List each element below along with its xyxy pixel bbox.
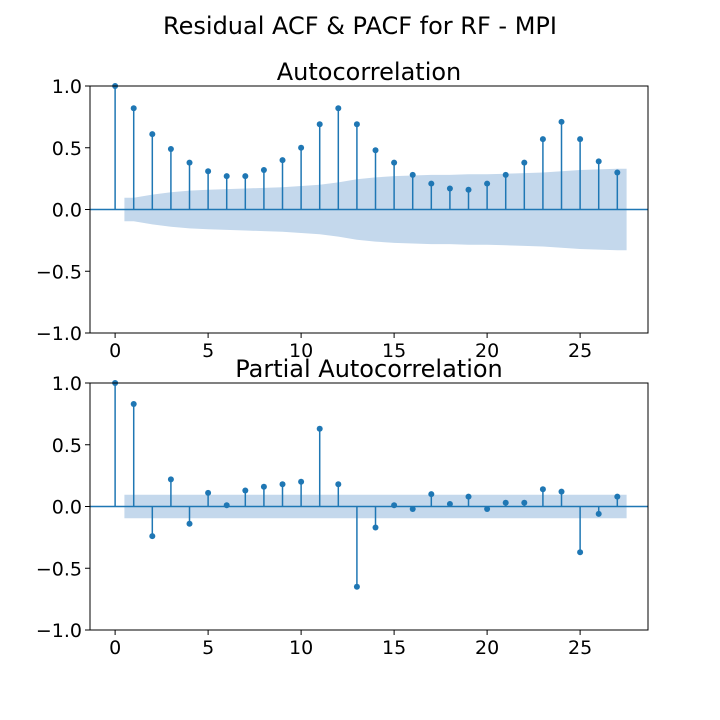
acf-point-lag-23: [539, 136, 546, 143]
acf-point-lag-4: [186, 159, 193, 166]
pacf-point-lag-14: [372, 524, 379, 531]
pacf-ytick-label: −0.5: [36, 558, 82, 580]
acf-point-lag-16: [409, 171, 416, 178]
pacf-point-lag-6: [223, 502, 230, 509]
pacf-point-lag-17: [428, 491, 435, 498]
acf-point-lag-9: [279, 157, 286, 164]
pacf-point-lag-8: [260, 483, 267, 490]
acf-xtick-label: 25: [568, 340, 592, 362]
pacf-point-lag-18: [446, 501, 453, 508]
pacf-point-lag-10: [298, 478, 305, 485]
pacf-point-lag-9: [279, 481, 286, 488]
acf-point-lag-13: [353, 121, 360, 128]
pacf-ytick-label: 1.0: [52, 373, 82, 395]
pacf-point-lag-2: [149, 533, 156, 540]
acf-xtick-label: 15: [382, 340, 406, 362]
acf-point-lag-7: [242, 173, 249, 180]
pacf-panel: 0 5 10 15 20 25 1.0 0.5 0.0 −0.5 −1.0 Partial Autoc…: [36, 355, 649, 659]
pacf-xtick-label: 20: [475, 637, 499, 659]
pacf-point-lag-20: [484, 505, 491, 512]
acf-ytick-label: 0.0: [52, 200, 82, 222]
pacf-point-lag-26: [595, 510, 602, 517]
pacf-xtick-label: 10: [289, 637, 313, 659]
figure-suptitle: Residual ACF & PACF for RF - MPI: [163, 12, 557, 40]
pacf-point-lag-23: [539, 486, 546, 493]
acf-point-lag-15: [391, 159, 398, 166]
acf-point-lag-17: [428, 180, 435, 187]
acf-point-lag-21: [502, 171, 509, 178]
acf-point-lag-18: [446, 185, 453, 192]
pacf-point-lag-21: [502, 499, 509, 506]
acf-ytick-label: 1.0: [52, 76, 82, 98]
pacf-point-lag-12: [335, 481, 342, 488]
acf-panel: 0 5 10 15 20 25 1.0 0.5 0.0 −0.5 −1.0 Autocorrelati…: [36, 58, 649, 362]
pacf-point-lag-25: [577, 549, 584, 556]
pacf-xtick-label: 5: [202, 637, 214, 659]
pacf-point-lag-19: [465, 493, 472, 500]
acf-ytick-label: −0.5: [36, 261, 82, 283]
pacf-point-lag-24: [558, 488, 565, 495]
acf-point-lag-25: [577, 136, 584, 143]
acf-xtick-label: 0: [109, 340, 121, 362]
acf-xtick-label: 10: [289, 340, 313, 362]
acf-point-lag-19: [465, 186, 472, 193]
acf-xtick-label: 20: [475, 340, 499, 362]
acf-point-lag-24: [558, 118, 565, 125]
pacf-point-lag-22: [521, 499, 528, 506]
pacf-xtick-label: 15: [382, 637, 406, 659]
acf-ytick-label: −1.0: [36, 323, 82, 345]
pacf-point-lag-15: [391, 502, 398, 509]
acf-point-lag-1: [130, 105, 137, 112]
pacf-ytick-label: 0.0: [52, 497, 82, 519]
acf-point-lag-22: [521, 159, 528, 166]
acf-point-lag-8: [260, 166, 267, 173]
pacf-point-lag-16: [409, 505, 416, 512]
acf-ytick-label: 0.5: [52, 138, 82, 160]
pacf-ytick-label: −1.0: [36, 620, 82, 642]
acf-point-lag-20: [484, 180, 491, 187]
acf-point-lag-10: [298, 144, 305, 151]
acf-xtick-label: 5: [202, 340, 214, 362]
pacf-point-lag-11: [316, 425, 323, 432]
pacf-point-lag-1: [130, 400, 137, 407]
acf-point-lag-2: [149, 131, 156, 138]
acf-point-lag-11: [316, 121, 323, 128]
acf-point-lag-12: [335, 105, 342, 112]
acf-point-lag-5: [205, 168, 212, 175]
pacf-point-lag-13: [353, 583, 360, 590]
acf-point-lag-26: [595, 158, 602, 165]
acf-point-lag-3: [167, 145, 174, 152]
acf-title: Autocorrelation: [277, 58, 462, 86]
pacf-point-lag-3: [167, 476, 174, 483]
pacf-point-lag-5: [205, 489, 212, 496]
pacf-title: Partial Autocorrelation: [235, 355, 503, 383]
pacf-xtick-label: 0: [109, 637, 121, 659]
pacf-point-lag-27: [614, 493, 621, 500]
pacf-point-lag-4: [186, 520, 193, 527]
acf-point-lag-27: [614, 169, 621, 176]
acf-point-lag-6: [223, 173, 230, 180]
pacf-xtick-label: 25: [568, 637, 592, 659]
acf-point-lag-14: [372, 147, 379, 154]
pacf-ytick-label: 0.5: [52, 435, 82, 457]
pacf-point-lag-7: [242, 487, 249, 494]
